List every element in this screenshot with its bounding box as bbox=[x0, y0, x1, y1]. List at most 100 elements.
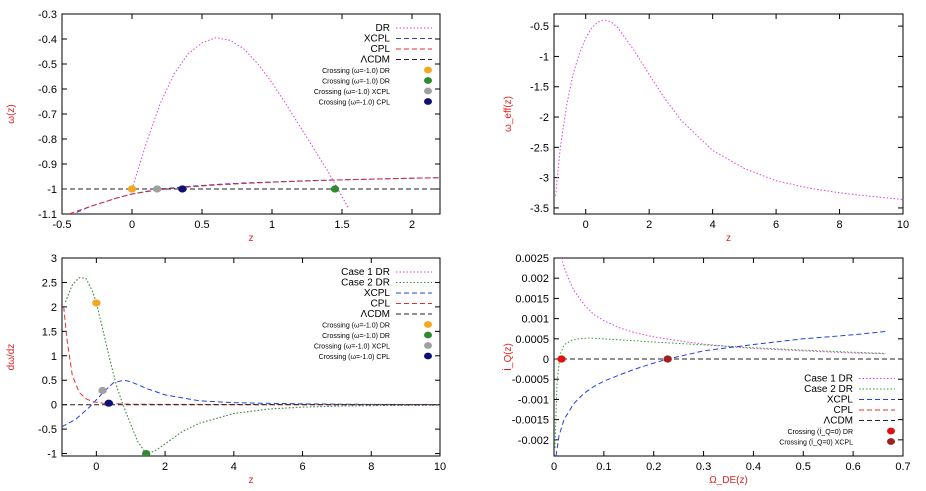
y-tick-label: -0.4 bbox=[38, 34, 57, 46]
chart-panel-1: -0.5 0 0.5 1 1.5 2 -1.1 -1 -0.9 -0.8 -0.7 -0.6 -0.5 -… bbox=[6, 9, 441, 244]
y-axis-label: ω_eff(z) bbox=[503, 96, 514, 132]
y-tick-label: 0 bbox=[543, 354, 549, 366]
y-tick-label: -0.0005 bbox=[512, 374, 549, 386]
x-tick-label: 8 bbox=[836, 219, 842, 231]
x-axis-label: Ω_DE(z) bbox=[709, 475, 748, 486]
y-tick-label: 1 bbox=[51, 351, 57, 363]
y-tick-label: -0.5 bbox=[38, 59, 57, 71]
y-tick-label: 0.0005 bbox=[515, 334, 549, 346]
legend-label: Crossing (ω=-1.0) DR bbox=[322, 68, 390, 75]
legend-label: Crossing (İ_Q=0) DR bbox=[787, 427, 853, 436]
x-tick-label: 6 bbox=[773, 219, 779, 231]
y-axis-label: ω(z) bbox=[6, 104, 17, 123]
y-tick-label: 0.5 bbox=[42, 375, 57, 387]
legend-label: ΛCDM bbox=[824, 416, 853, 427]
legend-marker bbox=[424, 77, 432, 84]
x-tick-label: 2 bbox=[646, 219, 652, 231]
y-axis-label: İ_Q(z) bbox=[501, 343, 514, 371]
crossing-point-orange bbox=[92, 299, 101, 307]
y-tick-label: -1 bbox=[539, 51, 549, 63]
x-tick-label: 0.3 bbox=[696, 461, 711, 473]
legend-label: DR bbox=[376, 23, 390, 34]
y-tick-label: -0.001 bbox=[518, 394, 549, 406]
legend-label: Case 1 DR bbox=[804, 374, 853, 385]
y-tick-label: -2.5 bbox=[530, 142, 549, 154]
legend-label: CPL bbox=[371, 299, 391, 310]
y-tick-label: -3.5 bbox=[530, 203, 549, 215]
crossing-point-gray bbox=[98, 386, 107, 395]
legend-label: Crossing (ω=-1.0) CPL bbox=[319, 100, 391, 107]
y-axis-label: dω/dz bbox=[6, 344, 17, 371]
legend-label: Crossing (ω=-1.0) CPL bbox=[319, 354, 391, 361]
x-tick-label: -0.5 bbox=[53, 219, 72, 231]
crossing-point-green bbox=[330, 185, 340, 193]
y-tick-label: -0.3 bbox=[38, 9, 57, 21]
series-line-cpl bbox=[67, 177, 440, 214]
y-tick-label: -2 bbox=[539, 112, 549, 124]
legend-marker bbox=[424, 66, 432, 74]
legend-label: Crossing (ω=-1.0) DR bbox=[322, 79, 390, 86]
x-tick-label: 0.7 bbox=[895, 461, 910, 473]
y-tick-label: -0.7 bbox=[38, 109, 57, 121]
legend-label: XCPL bbox=[827, 395, 854, 406]
series-line-xcpl bbox=[71, 177, 440, 214]
legend-label: CPL bbox=[834, 405, 854, 416]
legend-label: Case 2 DR bbox=[341, 278, 390, 289]
y-tick-label: 2 bbox=[51, 302, 57, 314]
x-tick-label: 1.5 bbox=[334, 219, 349, 231]
legend-marker bbox=[887, 438, 895, 445]
series-line-case-2-dr bbox=[64, 277, 440, 455]
y-tick-label: 0.001 bbox=[521, 314, 549, 326]
legend-marker bbox=[424, 331, 432, 339]
plot-frame bbox=[553, 257, 904, 457]
y-tick-label: 3 bbox=[51, 253, 57, 265]
y-tick-label: -1 bbox=[47, 184, 57, 196]
x-tick-label: 0.4 bbox=[746, 461, 761, 473]
crossing-point-navy bbox=[178, 185, 187, 193]
legend-label: Case 2 DR bbox=[804, 384, 853, 395]
legend-label: CPL bbox=[371, 44, 391, 55]
series-line-xcpl bbox=[62, 379, 440, 428]
y-tick-label: -0.0015 bbox=[512, 415, 549, 427]
plot-frame bbox=[553, 13, 904, 215]
crossing-point-red bbox=[557, 355, 566, 363]
x-tick-label: 0 bbox=[583, 219, 589, 231]
x-tick-label: 0.1 bbox=[596, 461, 611, 473]
y-tick-label: -1.5 bbox=[530, 82, 549, 94]
legend-label: Case 1 DR bbox=[341, 267, 390, 278]
legend-label: Crossing (ω=-1.0) DR bbox=[322, 323, 390, 330]
crossing-point-gray bbox=[153, 185, 162, 193]
crossing-point-darkred bbox=[663, 355, 672, 363]
y-tick-label: 0.002 bbox=[521, 273, 549, 285]
x-tick-label: 0.5 bbox=[796, 461, 811, 473]
legend-marker bbox=[424, 87, 432, 95]
x-tick-label: 1 bbox=[269, 219, 275, 231]
legend-marker bbox=[887, 427, 895, 435]
series-line-case-1-dr bbox=[561, 258, 886, 355]
y-tick-label: 0.0015 bbox=[515, 293, 549, 305]
legend-label: Crossing (ω=-1.0) XCPL bbox=[314, 344, 390, 351]
y-tick-label: -0.5 bbox=[38, 424, 57, 436]
x-tick-label: 8 bbox=[368, 461, 374, 473]
x-tick-label: 0.6 bbox=[845, 461, 860, 473]
x-tick-label: 0.5 bbox=[194, 219, 209, 231]
legend-label: ΛCDM bbox=[361, 55, 390, 66]
series-line-xcpl bbox=[555, 331, 886, 456]
x-tick-label: 0.2 bbox=[646, 461, 661, 473]
chart-panel-2: 0 2 4 6 8 10 -3.5 -3 -2.5 -2 -1.5 -1 -0.5 z ω_eff(z) bbox=[503, 13, 909, 244]
series-line-weff bbox=[555, 19, 903, 200]
legend-label: ΛCDM bbox=[361, 309, 390, 320]
legend-marker bbox=[424, 321, 432, 328]
legend-marker bbox=[424, 352, 432, 360]
x-tick-label: 10 bbox=[897, 219, 909, 231]
x-tick-label: 6 bbox=[299, 461, 305, 473]
series-line-dr bbox=[131, 37, 350, 210]
y-tick-label: 2.5 bbox=[42, 277, 57, 289]
y-tick-label: 1.5 bbox=[42, 326, 57, 338]
y-tick-label: -1 bbox=[47, 449, 57, 461]
y-tick-label: -0.002 bbox=[518, 435, 549, 447]
legend-label: XCPL bbox=[364, 288, 391, 299]
y-tick-label: -0.9 bbox=[38, 159, 57, 171]
x-tick-label: 0 bbox=[129, 219, 135, 231]
